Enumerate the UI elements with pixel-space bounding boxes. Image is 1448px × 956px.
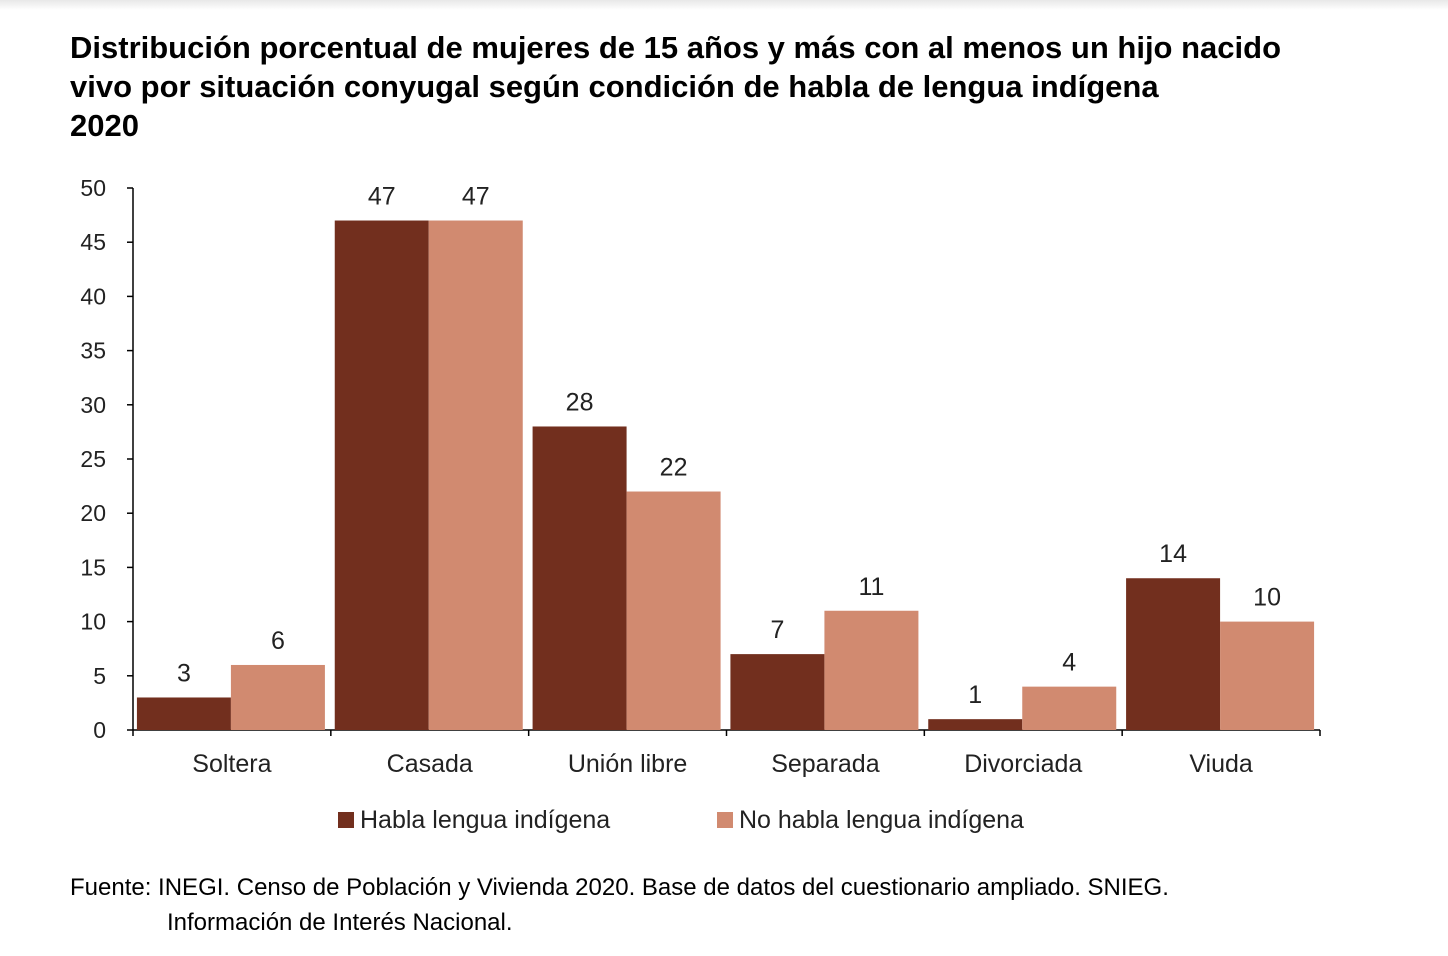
data-label: 7 [770,616,784,644]
source-line-2: Información de Interés Nacional. [167,909,513,936]
data-label: 1 [968,681,982,709]
bar [136,697,231,730]
y-tick-label: 10 [80,609,106,635]
data-label: 6 [271,627,285,655]
source-note: Fuente: INEGI. Censo de Población y Vivi… [70,870,1169,940]
bar [1220,621,1315,730]
bar [824,610,919,730]
data-label: 28 [566,388,594,416]
top-bar [0,0,1448,10]
bar [334,220,429,730]
y-tick-label: 35 [80,338,106,364]
y-tick-label: 45 [80,229,106,255]
y-tick-label: 20 [80,500,106,526]
y-tick-label: 15 [80,554,106,580]
data-label: 10 [1253,584,1281,612]
bar [1022,686,1117,730]
legend-swatch [717,812,733,828]
y-tick-label: 0 [93,717,106,743]
data-label: 14 [1159,540,1187,568]
legend-swatch [338,812,354,828]
bar [230,664,325,730]
x-tick-label: Viuda [1189,750,1253,778]
bar [928,719,1023,730]
title-line: Distribución porcentual de mujeres de 15… [70,30,1282,65]
y-tick-label: 25 [80,446,106,472]
x-tick-label: Soltera [192,750,271,778]
y-tick-label: 30 [80,392,106,418]
y-tick-label: 40 [80,283,106,309]
x-tick-label: Casada [387,750,473,778]
source-line-1: Fuente: INEGI. Censo de Población y Vivi… [70,874,1169,901]
bar [730,654,825,730]
title-line: 2020 [70,108,139,143]
legend-label: Habla lengua indígena [360,806,610,834]
x-tick-label: Divorciada [964,750,1082,778]
bar [626,491,721,730]
bar [428,220,523,730]
bar [532,426,627,730]
title-line: vivo por situación conyugal según condic… [70,69,1159,104]
y-tick-label: 50 [80,175,106,201]
data-label: 47 [462,183,490,211]
data-label: 47 [368,183,396,211]
data-label: 4 [1062,649,1076,677]
data-label: 22 [660,454,688,482]
x-tick-label: Unión libre [568,750,688,778]
x-tick-label: Separada [771,750,880,778]
bar [1126,578,1221,730]
data-label: 11 [858,573,884,601]
chart-title: Distribución porcentual de mujeres de 15… [70,28,1440,145]
y-tick-label: 5 [93,663,106,689]
data-label: 3 [177,659,191,687]
legend-label: No habla lengua indígena [739,806,1024,834]
